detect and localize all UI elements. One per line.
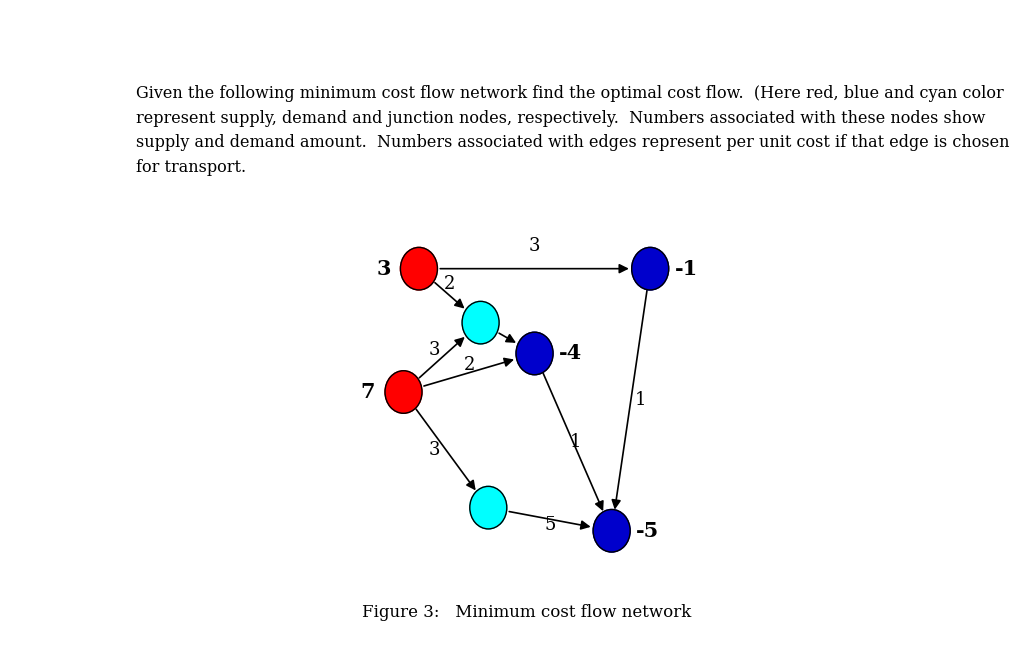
Text: 2: 2 — [444, 275, 455, 293]
Ellipse shape — [463, 302, 500, 344]
Ellipse shape — [401, 248, 438, 290]
Text: 3: 3 — [429, 340, 440, 359]
Ellipse shape — [470, 486, 507, 529]
Ellipse shape — [386, 371, 423, 413]
Text: 3: 3 — [528, 237, 541, 254]
Text: 2: 2 — [464, 356, 475, 374]
Text: -5: -5 — [636, 521, 659, 541]
Ellipse shape — [593, 509, 630, 552]
Ellipse shape — [516, 332, 553, 374]
Text: Given the following minimum cost flow network find the optimal cost flow.  (Here: Given the following minimum cost flow ne… — [137, 85, 1009, 176]
Text: -4: -4 — [559, 344, 582, 363]
Ellipse shape — [631, 248, 668, 290]
Text: 5: 5 — [544, 516, 556, 534]
Text: Figure 3:   Minimum cost flow network: Figure 3: Minimum cost flow network — [362, 604, 692, 621]
Text: -1: -1 — [674, 259, 698, 279]
Text: 3: 3 — [429, 441, 440, 459]
Text: 1: 1 — [635, 391, 647, 409]
Text: 3: 3 — [376, 259, 391, 279]
Text: 7: 7 — [361, 382, 375, 402]
Text: 1: 1 — [570, 433, 581, 451]
